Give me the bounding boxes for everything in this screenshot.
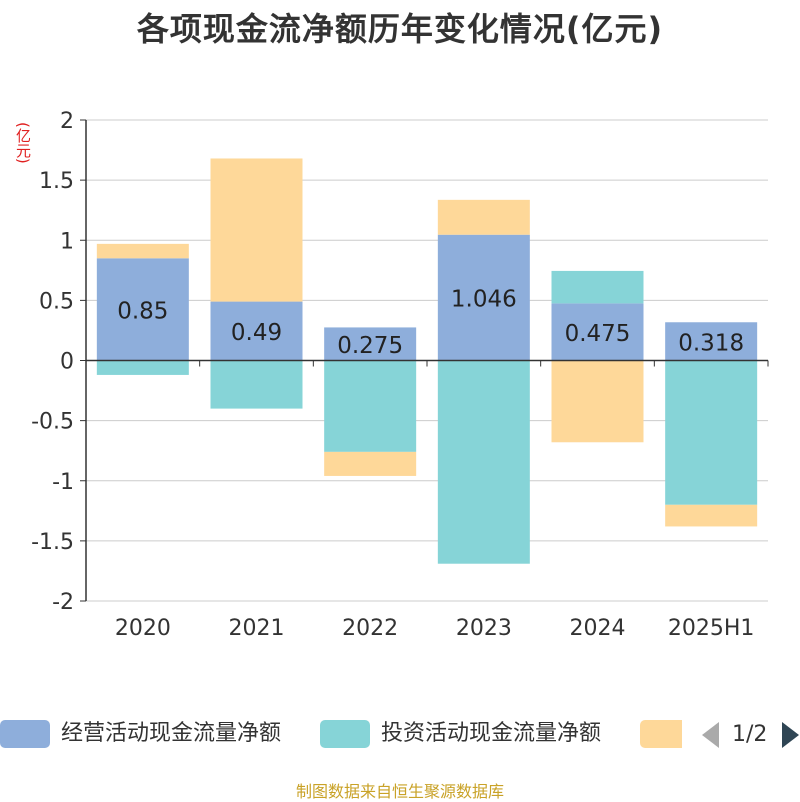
x-tick-label: 2024 bbox=[570, 616, 626, 641]
y-tick-label: -1 bbox=[52, 470, 74, 495]
bar-financing bbox=[551, 360, 644, 443]
data-label: 0.275 bbox=[337, 333, 403, 359]
y-tick-label: -0.5 bbox=[31, 410, 74, 435]
data-label: 0.475 bbox=[565, 321, 631, 347]
data-source-note: 制图数据来自恒生聚源数据库 bbox=[295, 782, 504, 801]
x-tick-label: 2020 bbox=[115, 616, 171, 641]
bar-investing bbox=[96, 360, 189, 375]
bar-investing bbox=[210, 360, 303, 409]
bar-operating bbox=[437, 234, 530, 361]
data-labels: 0.85 0.49 0.275 1.046 0.475 0.318 bbox=[117, 287, 744, 359]
legend-swatch-operating bbox=[0, 720, 50, 748]
x-tick-label: 2021 bbox=[229, 616, 285, 641]
bar-operating bbox=[324, 327, 417, 361]
x-tick-label: 2023 bbox=[456, 616, 512, 641]
x-tick-label: 2025H1 bbox=[668, 616, 755, 641]
bar-investing bbox=[324, 360, 417, 452]
legend-item-financing[interactable] bbox=[640, 714, 682, 754]
bar-financing bbox=[665, 504, 758, 527]
y-tick-label: -2 bbox=[52, 590, 74, 615]
legend-page-indicator: 1/2 bbox=[732, 722, 768, 747]
y-axis-unit: (亿元) bbox=[14, 122, 32, 164]
bar-investing bbox=[437, 360, 530, 564]
legend-swatch-investing bbox=[320, 720, 370, 748]
bar-operating bbox=[665, 322, 758, 361]
y-tick-label: 0 bbox=[60, 350, 74, 375]
legend-pager: 1/2 bbox=[702, 720, 800, 750]
cash-flow-chart: 2 1.5 1 0.5 0 -0.5 -1 -1.5 -2 2020 2021 2022 2023 202… bbox=[31, 109, 769, 641]
bar-operating bbox=[551, 303, 644, 361]
x-tick-label: 2022 bbox=[342, 616, 398, 641]
data-label: 0.49 bbox=[231, 320, 282, 346]
y-tick-label: 1 bbox=[60, 229, 74, 254]
bar-operating bbox=[210, 301, 303, 361]
bar-investing bbox=[665, 360, 758, 505]
bar-investing bbox=[551, 270, 644, 304]
legend: 经营活动现金流量净额 投资活动现金流量净额 1/2 bbox=[0, 714, 800, 754]
y-tick-label: 0.5 bbox=[39, 289, 74, 314]
next-page-icon[interactable] bbox=[782, 722, 799, 748]
bars bbox=[96, 158, 758, 564]
y-tick-label: -1.5 bbox=[31, 530, 74, 555]
legend-label-operating: 经营活动现金流量净额 bbox=[61, 721, 282, 746]
prev-page-icon[interactable] bbox=[702, 722, 719, 748]
bar-financing bbox=[324, 451, 417, 476]
bar-financing bbox=[96, 243, 189, 259]
y-tick-label: 1.5 bbox=[39, 169, 74, 194]
legend-label-investing: 投资活动现金流量净额 bbox=[381, 721, 602, 746]
bar-operating bbox=[96, 258, 189, 361]
data-label: 0.85 bbox=[117, 298, 168, 324]
chart-title: 各项现金流净额历年变化情况(亿元) bbox=[136, 10, 664, 48]
bar-financing bbox=[210, 158, 303, 302]
data-label: 1.046 bbox=[451, 287, 517, 313]
axes: 2 1.5 1 0.5 0 -0.5 -1 -1.5 -2 2020 2021 2022 2023 202… bbox=[31, 109, 769, 641]
bar-financing bbox=[437, 199, 530, 235]
grid-lines bbox=[86, 119, 768, 602]
legend-swatch-financing bbox=[640, 720, 682, 748]
data-label: 0.318 bbox=[678, 330, 744, 356]
y-tick-label: 2 bbox=[60, 109, 74, 134]
